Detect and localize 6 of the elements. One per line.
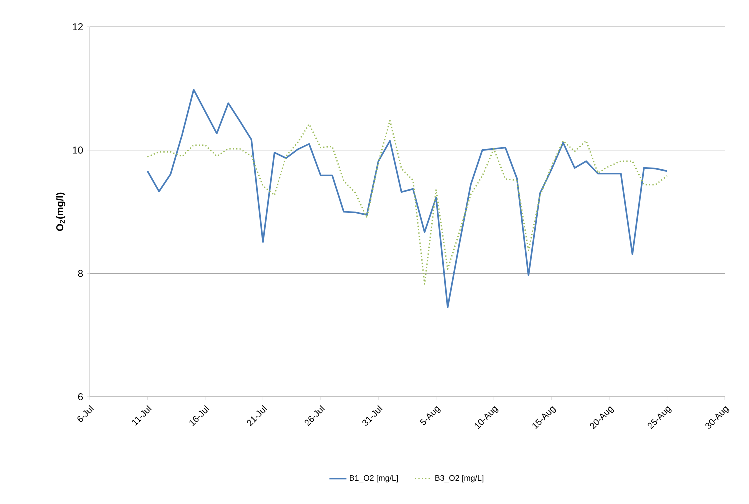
y-tick-label: 10 xyxy=(73,146,84,154)
y-tick-label: 6 xyxy=(78,393,84,401)
line-series xyxy=(147,120,668,285)
y-tick-label: 8 xyxy=(78,270,84,278)
text: O$_{2}$(mg/l) xyxy=(56,192,66,232)
y-tick-label: 12 xyxy=(73,24,83,30)
